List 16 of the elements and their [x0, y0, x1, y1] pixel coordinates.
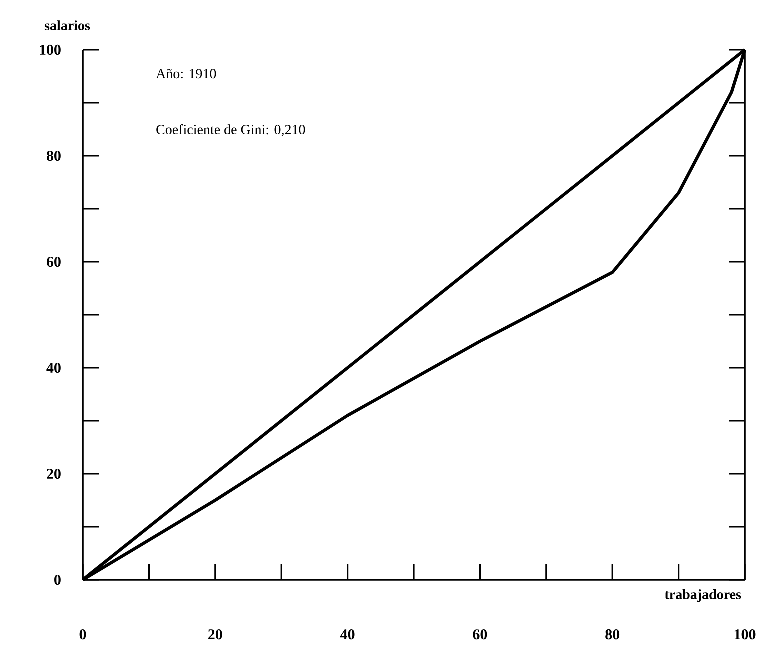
annotation: Coeficiente de Gini: 0,210	[156, 124, 306, 137]
x-axis-title: trabajadores	[664, 590, 742, 602]
y-tick-label: 60	[46, 256, 61, 268]
x-tick-label: 80	[606, 630, 620, 640]
annotation: Año: 1910	[156, 69, 216, 79]
x-tick-label: 100	[734, 630, 756, 640]
y-axis-title: salarios	[44, 20, 90, 30]
y-tick-label: 20	[47, 468, 61, 480]
x-tick-label: 20	[208, 630, 222, 640]
x-tick-label: 40	[340, 630, 355, 640]
y-tick-label: 80	[46, 150, 61, 162]
y-tick-label: 40	[46, 362, 61, 374]
y-tick-label: 100	[40, 44, 61, 56]
x-tick-label: 0	[80, 630, 86, 640]
x-tick-label: 60	[473, 630, 488, 640]
y-tick-label: 0	[54, 574, 61, 586]
